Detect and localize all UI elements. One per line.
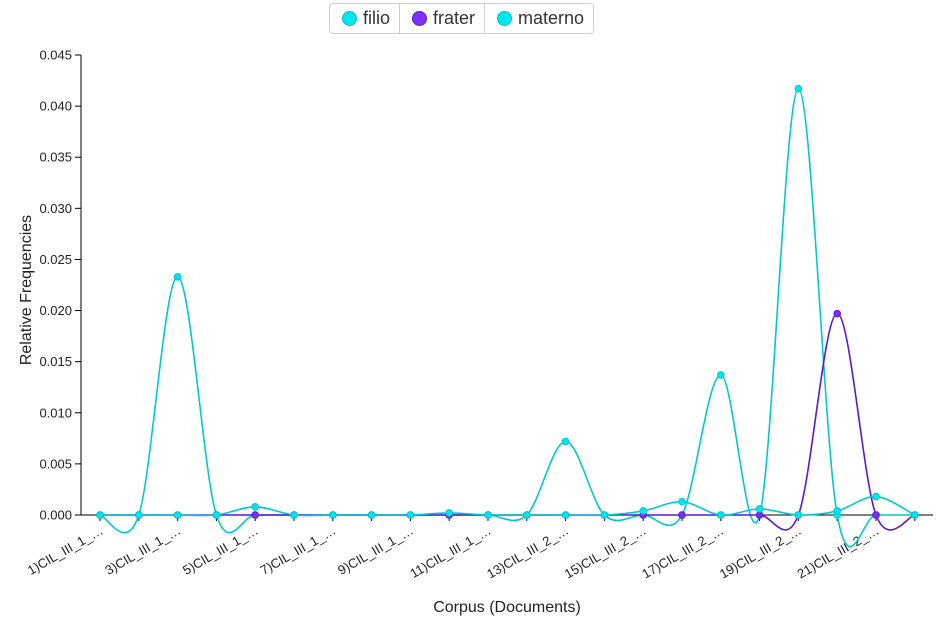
data-point-materno (561, 511, 570, 519)
data-point-filio (717, 371, 725, 379)
data-point-materno (445, 509, 454, 517)
x-tick-label: 13)CIL_III_2_… (484, 523, 571, 582)
data-point-frater (755, 511, 764, 519)
data-point-materno (755, 505, 764, 513)
data-point-filio (794, 84, 803, 93)
y-tick-label: 0.030 (39, 201, 72, 216)
y-tick-label: 0.035 (39, 150, 72, 165)
data-point-materno (212, 511, 221, 519)
data-point-materno (173, 511, 182, 519)
series-line-filio (99, 87, 915, 548)
legend-marker-icon (412, 11, 428, 26)
x-tick-label: 7)CIL_III_1_… (258, 523, 339, 578)
data-point-materno (367, 511, 376, 519)
legend-item-frater[interactable]: frater (400, 4, 486, 33)
y-axis-title: Relative Frequencies (18, 215, 35, 365)
data-point-materno (872, 492, 880, 501)
legend-label: frater (433, 8, 476, 28)
legend-marker-icon (497, 11, 513, 26)
x-tick-label: 19)CIL_III_2_… (717, 523, 804, 582)
data-point-materno (833, 507, 842, 515)
data-point-materno (717, 511, 725, 519)
y-tick-label: 0.025 (39, 252, 72, 267)
data-point-materno (911, 511, 919, 519)
x-tick-label: 17)CIL_III_2_… (639, 523, 726, 582)
series-line-materno (100, 495, 916, 517)
y-tick-label: 0.015 (39, 354, 72, 369)
data-point-filio (173, 273, 182, 281)
data-point-materno (600, 511, 609, 519)
x-tick-label: 21)CIL_III_2_… (795, 523, 882, 582)
y-tick-label: 0.010 (39, 405, 72, 420)
x-axis-title: Corpus (Documents) (433, 599, 581, 616)
chart-legend: filio frater materno (329, 3, 595, 34)
data-point-materno (290, 511, 298, 519)
legend-marker-icon (342, 11, 357, 26)
data-point-materno (523, 511, 531, 519)
x-tick-label: 5)CIL_III_1_… (180, 523, 261, 578)
data-point-frater (833, 309, 842, 318)
legend-label: filio (363, 8, 391, 28)
x-tick-label: 3)CIL_III_1_… (102, 523, 183, 578)
data-point-materno (484, 511, 492, 519)
y-tick-label: 0.005 (39, 456, 72, 471)
data-point-materno (329, 511, 337, 519)
data-point-materno (794, 511, 803, 519)
x-tick-label: 11)CIL_III_1_… (407, 523, 493, 581)
y-tick-label: 0.040 (39, 99, 72, 114)
x-tick-label: 15)CIL_III_2_… (562, 523, 649, 582)
legend-item-filio[interactable]: filio (330, 4, 401, 33)
y-tick-label: 0.000 (39, 508, 72, 523)
data-point-frater (872, 511, 880, 519)
legend-label: materno (518, 8, 585, 28)
y-tick-label: 0.020 (39, 303, 72, 318)
data-point-materno (639, 507, 648, 515)
x-tick-label: 1)CIL_III_1_… (25, 523, 106, 578)
data-point-materno (96, 511, 104, 519)
data-point-materno (406, 511, 415, 519)
legend-item-materno[interactable]: materno (485, 4, 593, 33)
x-tick-label: 9)CIL_III_1_… (335, 523, 416, 578)
series-line-frater (100, 312, 916, 531)
data-point-frater (678, 511, 686, 519)
data-point-materno (678, 497, 686, 506)
y-tick-label: 0.045 (39, 48, 72, 63)
data-point-materno (251, 503, 259, 511)
data-point-filio (561, 437, 570, 446)
data-point-frater (251, 511, 259, 519)
data-point-materno (135, 511, 143, 519)
